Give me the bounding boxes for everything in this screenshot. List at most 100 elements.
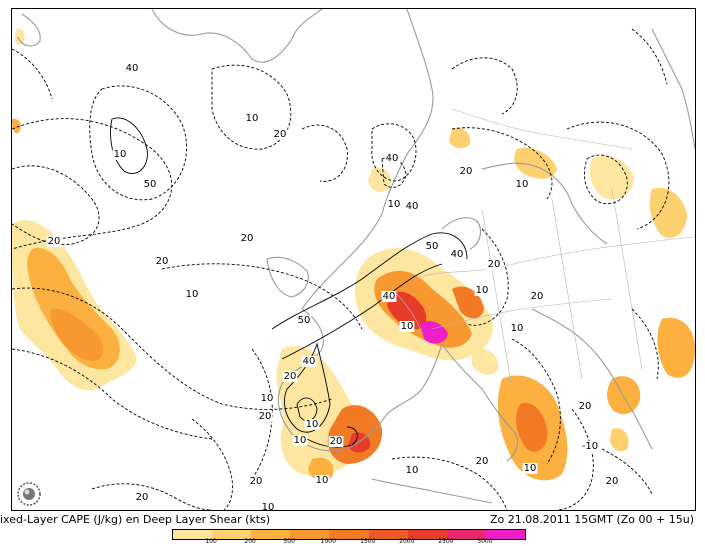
- contour-label-background: [509, 323, 525, 334]
- contour-label-background: [604, 476, 620, 487]
- contour-label-background: [404, 201, 420, 212]
- contour-label: 20: [579, 401, 592, 412]
- contour-label: -10: [582, 441, 598, 452]
- contour-label: 40: [451, 249, 464, 260]
- colorbar-bin: [173, 530, 213, 539]
- contour-label-background: [328, 436, 344, 447]
- contour-label: 10: [262, 502, 275, 510]
- contour-label: 40: [406, 201, 419, 212]
- contour-label-background: [381, 291, 397, 302]
- contour-label: 20: [241, 233, 254, 244]
- country-borders: [391, 108, 695, 390]
- contour-label-background: [46, 236, 62, 247]
- contour-label-background: [248, 476, 264, 487]
- contour-label: 20: [476, 456, 489, 467]
- colorbar-labels: 100 200 500 1000 1500 2000 2500 3000: [172, 538, 524, 546]
- contour-label: 20: [284, 371, 297, 382]
- colorbar-bin: [368, 530, 408, 539]
- contour-label-background: [474, 456, 490, 467]
- contour-label-background: [522, 463, 538, 474]
- contour-label: 40: [386, 153, 399, 164]
- contour-label-background: [384, 153, 400, 164]
- map-title: ixed-Layer CAPE (J/kg) en Deep Layer She…: [0, 513, 271, 526]
- contour-label-background: [134, 492, 150, 503]
- contour-label: 10: [246, 113, 259, 124]
- contour-label: 20: [460, 166, 473, 177]
- contour-label: 50: [298, 315, 311, 326]
- contour-labels: 10 20 40 50 10 20 40 10 20 10 40 50 40 20 10 20 10 40 10 20…: [46, 63, 620, 510]
- contour-label-background: [296, 315, 312, 326]
- colorbar-bin: [329, 530, 369, 539]
- contour-label: 10: [476, 285, 489, 296]
- colorbar-label: 2500: [438, 538, 454, 545]
- contour-label: 10: [306, 419, 319, 430]
- colorbar-bin: [446, 530, 486, 539]
- contour-label: 10: [114, 149, 127, 160]
- contour-label: 20: [156, 256, 169, 267]
- contour-label-background: [304, 419, 320, 430]
- contour-label-background: [124, 63, 140, 74]
- contour-label-background: [184, 289, 200, 300]
- weather-map: 10 20 40 50 10 20 40 10 20 10 40 50 40 20 10 20 10 40 10 20…: [12, 9, 695, 510]
- contour-label: 10: [388, 199, 401, 210]
- cape-colorbar: [172, 529, 526, 540]
- contour-label-background: [282, 371, 298, 382]
- map-timestamp: Zo 21.08.2011 15GMT (Zo 00 + 15u): [490, 513, 694, 526]
- contour-label-background: [529, 291, 545, 302]
- contour-label: 20: [250, 476, 263, 487]
- colorbar-label: 2000: [399, 538, 415, 545]
- contour-label-background: [458, 166, 474, 177]
- colorbar-bin: [251, 530, 291, 539]
- contour-label: 20: [259, 411, 272, 422]
- contour-label-background: [404, 465, 420, 476]
- contour-label-background: [272, 129, 288, 140]
- colorbar-bin: [290, 530, 330, 539]
- contour-label-background: [577, 401, 593, 412]
- map-frame: 10 20 40 50 10 20 40 10 20 10 40 50 40 20 10 20 10 40 10 20…: [11, 8, 696, 511]
- contour-label-background: [386, 199, 402, 210]
- contour-label: 40: [383, 291, 396, 302]
- contour-label-background: [314, 475, 330, 486]
- contour-label-background: [112, 149, 128, 160]
- contour-label-background: [301, 356, 317, 367]
- contour-label: 40: [303, 356, 316, 367]
- contour-label: 50: [144, 179, 157, 190]
- contour-label-background: [259, 393, 275, 404]
- contour-label: 20: [531, 291, 544, 302]
- contour-label-background: [486, 259, 502, 270]
- contour-label: 50: [426, 241, 439, 252]
- contour-label: 10: [186, 289, 199, 300]
- contour-label-background: [474, 285, 490, 296]
- colorbar-label: 1500: [360, 538, 376, 545]
- coastlines: [17, 9, 695, 504]
- contour-label: 10: [516, 179, 529, 190]
- contour-label-background: [239, 233, 255, 244]
- contour-label: 10: [261, 393, 274, 404]
- contour-label: 20: [330, 436, 343, 447]
- contour-label: 20: [136, 492, 149, 503]
- colorbar-label: 500: [283, 538, 295, 545]
- colorbar-label: 1000: [320, 538, 336, 545]
- contour-label-background: [257, 411, 273, 422]
- contour-label: 10: [401, 321, 414, 332]
- colorbar-bin: [212, 530, 252, 539]
- cape-shading: [12, 28, 695, 481]
- contour-label: 10: [316, 475, 329, 486]
- contour-label: 10: [294, 435, 307, 446]
- colorbar-label: 3000: [477, 538, 493, 545]
- contour-label: 20: [606, 476, 619, 487]
- contour-label-background: [580, 441, 600, 452]
- contour-label-background: [142, 179, 158, 190]
- contour-label-background: [399, 321, 415, 332]
- contour-label: 20: [274, 129, 287, 140]
- colorbar-label: 100: [205, 538, 217, 545]
- contour-label-background: [260, 502, 276, 510]
- contour-label: 10: [511, 323, 524, 334]
- colorbar-bin: [485, 530, 525, 539]
- contour-label-background: [154, 256, 170, 267]
- shear-contours: [12, 28, 670, 510]
- contour-label-background: [449, 249, 465, 260]
- colorbar-label: 200: [244, 538, 256, 545]
- logo-icon: [17, 482, 41, 506]
- contour-label-background: [424, 241, 440, 252]
